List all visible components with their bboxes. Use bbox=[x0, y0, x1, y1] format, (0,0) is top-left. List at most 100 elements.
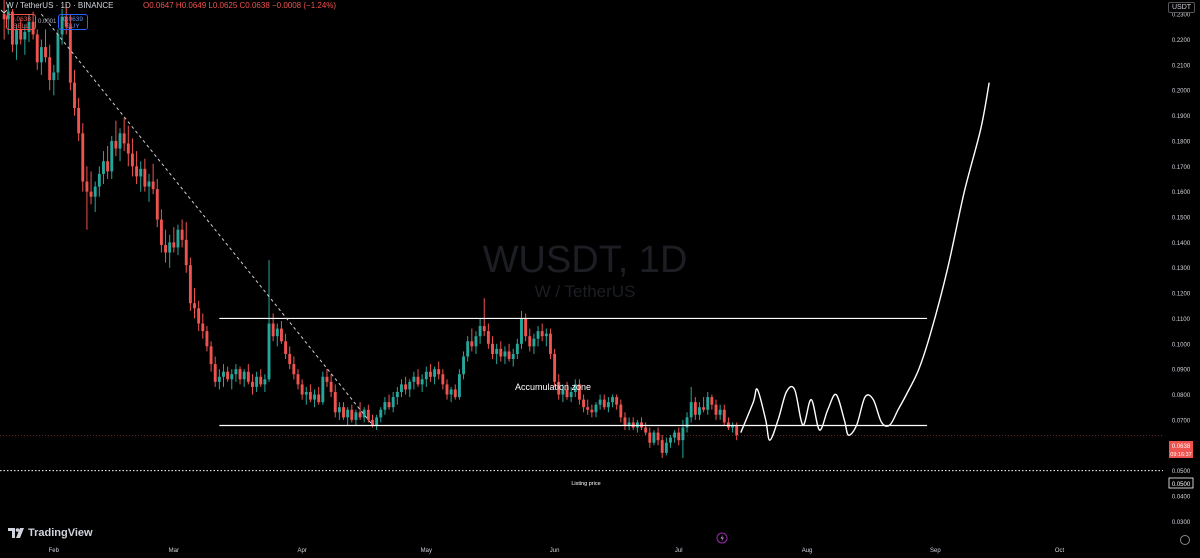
alert-icon[interactable] bbox=[716, 532, 728, 544]
candle-body bbox=[383, 402, 387, 410]
candle-body bbox=[321, 376, 325, 403]
candle-body bbox=[10, 11, 14, 45]
candle-body bbox=[222, 371, 225, 377]
sell-button[interactable]: 0.0638 SELL bbox=[6, 14, 36, 30]
candle-body bbox=[226, 371, 230, 380]
tradingview-logo[interactable]: TradingView bbox=[8, 527, 93, 539]
candle bbox=[524, 313, 528, 342]
candle bbox=[540, 323, 544, 342]
candle bbox=[106, 146, 110, 179]
candle bbox=[433, 366, 437, 385]
watermark-name: W / TetherUS bbox=[535, 282, 636, 301]
candle-body bbox=[242, 371, 246, 380]
candle bbox=[391, 391, 395, 413]
candle-body bbox=[553, 353, 557, 382]
candle-body bbox=[151, 181, 155, 190]
symbol-title[interactable]: W / TetherUS · 1D · BINANCE bbox=[6, 1, 114, 10]
candle-body bbox=[52, 72, 56, 81]
candle bbox=[122, 118, 126, 152]
candle-body bbox=[404, 384, 408, 390]
candle-body bbox=[582, 399, 586, 408]
candle-body bbox=[445, 384, 449, 395]
candle bbox=[664, 437, 668, 456]
candle bbox=[10, 9, 14, 53]
candle-body bbox=[118, 133, 122, 149]
candles-group bbox=[2, 0, 739, 458]
candle bbox=[698, 402, 701, 420]
x-tick-label: Oct bbox=[1055, 548, 1065, 554]
candle bbox=[226, 366, 230, 382]
candle-body bbox=[366, 409, 370, 420]
candle-body bbox=[520, 318, 523, 344]
candle bbox=[300, 379, 304, 400]
candle bbox=[168, 234, 172, 268]
bar-countdown: 09:16:37 bbox=[1170, 452, 1191, 458]
candle bbox=[428, 364, 432, 382]
candle-body bbox=[188, 265, 192, 304]
candle-body bbox=[209, 346, 213, 365]
buy-button[interactable]: 0.0639 BUY bbox=[58, 14, 88, 30]
candle-body bbox=[81, 133, 85, 182]
candle-body bbox=[606, 402, 610, 408]
candle-body bbox=[110, 140, 114, 172]
candle bbox=[296, 369, 300, 390]
y-tick-label: 0.1600 bbox=[1172, 190, 1191, 196]
candle-body bbox=[184, 239, 188, 266]
candle-body bbox=[27, 21, 31, 32]
candle-body bbox=[395, 391, 399, 398]
candle bbox=[437, 361, 441, 380]
candle-body bbox=[586, 407, 590, 410]
candle bbox=[528, 328, 532, 352]
candle-body bbox=[106, 161, 110, 172]
candle bbox=[478, 318, 482, 344]
y-tick-label: 0.2000 bbox=[1172, 89, 1191, 95]
candle bbox=[354, 409, 358, 425]
y-tick-label: 0.1200 bbox=[1172, 292, 1191, 298]
candle bbox=[2, 0, 6, 40]
candle bbox=[135, 151, 139, 185]
candle bbox=[511, 348, 515, 367]
candle bbox=[379, 407, 383, 423]
candle-body bbox=[507, 351, 511, 360]
candle-body bbox=[515, 343, 519, 354]
chevron-down-icon[interactable] bbox=[0, 2, 8, 20]
candle-body bbox=[457, 374, 461, 398]
candle bbox=[126, 125, 130, 167]
candle bbox=[395, 386, 399, 405]
candle bbox=[317, 386, 321, 405]
candle-body bbox=[503, 351, 507, 357]
candle bbox=[159, 209, 163, 253]
candle bbox=[611, 394, 614, 408]
candle bbox=[673, 430, 677, 443]
settings-icon[interactable] bbox=[1180, 535, 1190, 545]
candle-body bbox=[474, 336, 478, 347]
candle bbox=[644, 422, 648, 436]
candle bbox=[375, 414, 379, 431]
candle bbox=[623, 412, 627, 431]
symbol-watermark: WUSDT, 1D W / TetherUS bbox=[483, 239, 688, 301]
time-axis[interactable]: Feb Mar Apr May Jun Jul Aug Sep Oct bbox=[49, 548, 1065, 554]
candle bbox=[110, 135, 114, 179]
candle-body bbox=[102, 161, 105, 174]
candle-body bbox=[77, 107, 81, 134]
candle bbox=[44, 29, 47, 63]
candle bbox=[722, 404, 726, 425]
candle-body bbox=[615, 397, 619, 405]
candle bbox=[267, 260, 271, 382]
candle bbox=[358, 402, 362, 420]
candle-body bbox=[246, 371, 250, 382]
candle-body bbox=[706, 397, 710, 410]
candle bbox=[648, 427, 652, 448]
listing-price-tag bbox=[1168, 477, 1194, 489]
candle-body bbox=[590, 409, 594, 413]
y-tick-label: 0.1500 bbox=[1172, 216, 1191, 222]
currency-selector[interactable]: USDT bbox=[1168, 2, 1196, 13]
candle-body bbox=[544, 333, 548, 337]
candle bbox=[89, 171, 93, 205]
candle-body bbox=[371, 419, 374, 425]
candle-body bbox=[524, 318, 528, 337]
candle bbox=[441, 369, 445, 390]
candle bbox=[48, 44, 52, 91]
candle-body bbox=[172, 242, 176, 248]
